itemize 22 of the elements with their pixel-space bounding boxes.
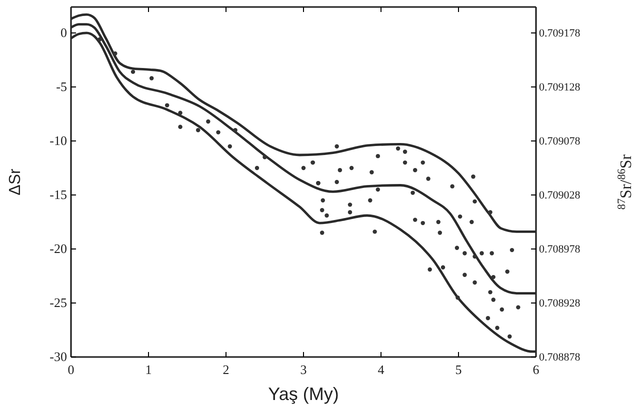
y2-tick-label: 0.709128 (539, 81, 581, 94)
y-tick-label: -10 (50, 133, 67, 148)
x-tick-label: 6 (532, 362, 540, 378)
x-tick-label: 1 (145, 362, 152, 378)
y-tick-label: -25 (50, 295, 67, 310)
x-tick-label: 4 (378, 362, 385, 378)
y-tick-label: -15 (50, 187, 67, 202)
y2-tick-label: 0.709028 (539, 189, 581, 202)
y-axis-title: ΔSr (7, 168, 24, 196)
y2-tick-label: 0.708978 (539, 243, 581, 256)
y2-tick-label: 0.709178 (539, 27, 581, 40)
y2-tick-label: 0.708928 (539, 298, 581, 310)
y-tick-label: -5 (56, 79, 67, 94)
x-tick-label: 2 (222, 362, 230, 378)
y-tick-label: -30 (50, 349, 67, 364)
x-axis-title: Yaş (My) (268, 384, 339, 404)
y2-tick-label: 0.709078 (539, 135, 581, 148)
y-tick-label: 0 (60, 25, 67, 40)
y-tick-label: -20 (50, 241, 67, 256)
y2-tick-label: 0.708878 (539, 352, 581, 364)
x-tick-label: 3 (300, 362, 307, 378)
x-tick-label: 5 (455, 362, 462, 378)
